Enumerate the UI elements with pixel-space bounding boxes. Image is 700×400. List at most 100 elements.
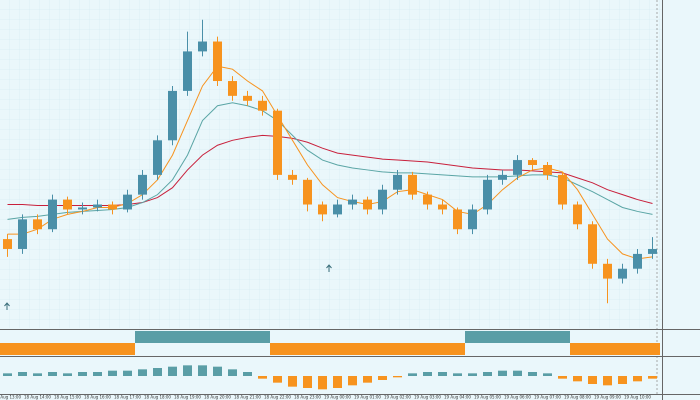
- histogram-bar: [543, 373, 552, 376]
- histogram-bar: [93, 372, 102, 376]
- signal-bar: [585, 343, 600, 355]
- signal-bar: [525, 331, 540, 343]
- x-tick-label: 19 Aug 03:00: [414, 395, 441, 400]
- histogram-bar: [348, 376, 357, 386]
- candle-body: [258, 100, 267, 111]
- x-tick-label: 18 Aug 16:00: [84, 395, 111, 400]
- x-tick-label: 19 Aug 10:00: [624, 395, 651, 400]
- histogram-bar: [378, 376, 387, 380]
- candle-body: [393, 174, 402, 190]
- candle-body: [543, 165, 552, 175]
- histogram-bar: [513, 370, 522, 376]
- candle-body: [243, 95, 252, 101]
- x-tick-label: 19 Aug 02:00: [384, 395, 411, 400]
- candle-body: [123, 194, 132, 210]
- histogram-bar: [588, 376, 597, 384]
- signal-bar: [330, 343, 345, 355]
- histogram-bar: [153, 368, 162, 376]
- signal-bar: [15, 343, 30, 355]
- signal-bar: [270, 343, 285, 355]
- x-tick-label: 19 Aug 00:00: [324, 395, 351, 400]
- buy-arrow: [326, 264, 332, 272]
- x-tick-label: 18 Aug 22:00: [264, 395, 291, 400]
- histogram-bar: [78, 372, 87, 376]
- signal-bar: [105, 343, 120, 355]
- signal-bar: [495, 331, 510, 343]
- signal-bar: [360, 343, 375, 355]
- candle-body: [138, 174, 147, 195]
- signal-bar: [60, 343, 75, 355]
- signal-bar: [390, 343, 405, 355]
- signal-bar: [255, 331, 270, 343]
- signal-bar: [465, 331, 480, 343]
- histogram-bar: [498, 370, 507, 376]
- histogram-bar: [558, 376, 567, 379]
- signal-bar: [420, 343, 435, 355]
- signal-bar: [180, 331, 195, 343]
- x-tick-label: 19 Aug 01:00: [354, 395, 381, 400]
- histogram-bar: [18, 372, 27, 376]
- histogram-bar: [528, 372, 537, 376]
- signal-bar: [375, 343, 390, 355]
- histogram-bar: [393, 376, 402, 378]
- candle-body: [33, 219, 42, 230]
- histogram-bar: [363, 376, 372, 383]
- histogram-bar: [648, 376, 657, 379]
- signal-bar: [150, 331, 165, 343]
- signal-bar: [240, 331, 255, 343]
- histogram-bar: [213, 366, 222, 376]
- x-tick-label: 19 Aug 06:00: [504, 395, 531, 400]
- histogram-bar: [453, 373, 462, 376]
- signal-bar: [480, 331, 495, 343]
- candle-body: [528, 160, 537, 165]
- signal-bar: [45, 343, 60, 355]
- candle-body: [198, 41, 207, 52]
- histogram-bar: [108, 370, 117, 376]
- x-tick-label: 19 Aug 09:00: [594, 395, 621, 400]
- histogram-bar: [633, 376, 642, 382]
- signal-bar: [405, 343, 420, 355]
- candle-body: [363, 199, 372, 210]
- histogram-bar: [3, 373, 12, 376]
- histogram-bar: [228, 369, 237, 376]
- histogram-bar: [48, 372, 57, 376]
- histogram-bar: [33, 373, 42, 376]
- candle-body: [318, 204, 327, 215]
- histogram-bar: [198, 365, 207, 376]
- x-tick-label: 18 Aug 14:00: [24, 395, 51, 400]
- signal-bar: [630, 343, 645, 355]
- x-tick-label: 18 Aug 18:00: [144, 395, 171, 400]
- candle-body: [573, 204, 582, 225]
- candle-body: [273, 110, 282, 175]
- x-tick-label: 19 Aug 08:00: [564, 395, 591, 400]
- histogram-bar: [618, 376, 627, 384]
- signal-bar: [165, 331, 180, 343]
- candle-body: [303, 179, 312, 205]
- histogram-bar: [408, 373, 417, 376]
- signal-bar: [450, 343, 465, 355]
- signal-bar: [600, 343, 615, 355]
- signal-bar: [645, 343, 660, 355]
- x-tick-label: 19 Aug 07:00: [534, 395, 561, 400]
- signal-bar: [75, 343, 90, 355]
- x-tick-label: 19 Aug 05:00: [474, 395, 501, 400]
- signal-bar: [435, 343, 450, 355]
- signal-bar: [285, 343, 300, 355]
- histogram-bar: [168, 366, 177, 376]
- histogram-bar: [423, 372, 432, 376]
- candle-body: [168, 90, 177, 141]
- signal-bar: [555, 331, 570, 343]
- x-tick-label: 18 Aug 23:00: [294, 395, 321, 400]
- x-tick-label: 18 Aug 20:00: [204, 395, 231, 400]
- candle-body: [483, 179, 492, 210]
- candle-body: [78, 207, 87, 210]
- candle-body: [618, 268, 627, 279]
- histogram-bar: [603, 376, 612, 386]
- candle-body: [648, 248, 657, 254]
- signal-bar: [0, 343, 15, 355]
- histogram-bar: [273, 376, 282, 383]
- signal-bar: [510, 331, 525, 343]
- candle-body: [228, 81, 237, 96]
